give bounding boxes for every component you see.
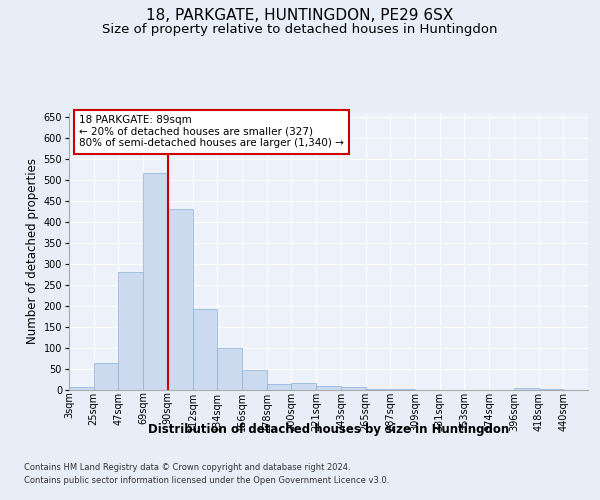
Bar xyxy=(365,388,390,390)
Bar xyxy=(168,209,193,390)
Bar xyxy=(292,383,316,390)
Bar xyxy=(514,388,539,390)
Bar xyxy=(118,272,143,390)
Bar xyxy=(69,386,94,390)
Bar xyxy=(217,348,242,390)
Text: 18 PARKGATE: 89sqm
← 20% of detached houses are smaller (327)
80% of semi-detach: 18 PARKGATE: 89sqm ← 20% of detached hou… xyxy=(79,116,344,148)
Text: 18, PARKGATE, HUNTINGDON, PE29 6SX: 18, PARKGATE, HUNTINGDON, PE29 6SX xyxy=(146,8,454,22)
Bar xyxy=(193,310,217,390)
Text: Distribution of detached houses by size in Huntingdon: Distribution of detached houses by size … xyxy=(148,422,509,436)
Text: Contains HM Land Registry data © Crown copyright and database right 2024.: Contains HM Land Registry data © Crown c… xyxy=(24,462,350,471)
Bar xyxy=(242,370,267,390)
Y-axis label: Number of detached properties: Number of detached properties xyxy=(26,158,39,344)
Bar xyxy=(143,174,168,390)
Bar xyxy=(267,384,292,390)
Text: Contains public sector information licensed under the Open Government Licence v3: Contains public sector information licen… xyxy=(24,476,389,485)
Bar xyxy=(539,389,563,390)
Bar xyxy=(341,386,365,390)
Text: Size of property relative to detached houses in Huntingdon: Size of property relative to detached ho… xyxy=(102,22,498,36)
Bar xyxy=(390,388,415,390)
Bar xyxy=(316,386,341,390)
Bar xyxy=(94,363,118,390)
